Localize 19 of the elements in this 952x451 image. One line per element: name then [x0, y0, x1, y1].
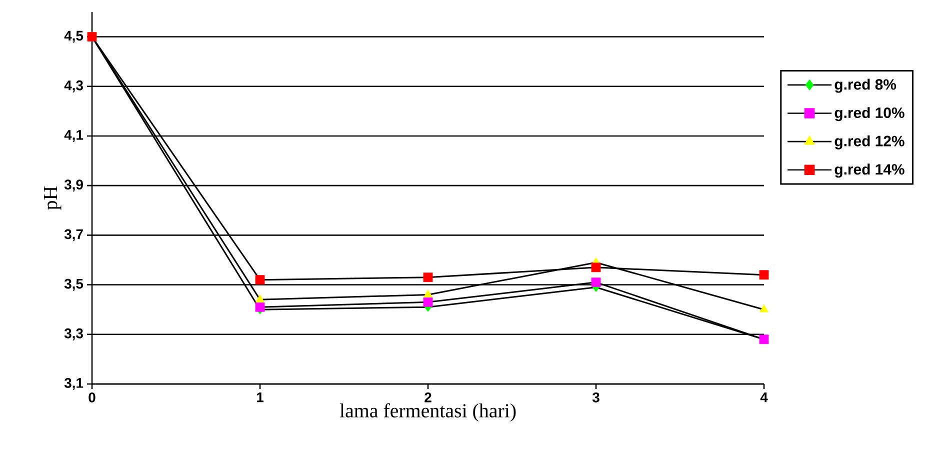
y-tick-label: 4,5: [64, 30, 84, 43]
legend-label: g.red 8%: [834, 78, 896, 93]
y-tick-label: 3,9: [64, 180, 83, 192]
y-tick-label: 4,3: [64, 80, 83, 92]
y-tick-label: 3,1: [64, 378, 84, 390]
x-tick-label: 1: [257, 392, 264, 402]
y-tick-label: 3,3: [64, 328, 83, 340]
x-tick-label: 2: [424, 392, 432, 402]
y-tick-label: 3,5: [64, 278, 84, 291]
legend-label: g.red 14%: [834, 164, 904, 178]
x-tick-label: 4: [760, 392, 768, 402]
x-tick-label: 3: [592, 392, 600, 402]
x-tick-label: 0: [88, 392, 96, 402]
legend-label: g.red 12%: [834, 135, 904, 150]
y-axis-title: pH: [44, 186, 62, 210]
legend-label: g.red 10%: [834, 107, 904, 122]
y-tick-label: 4,1: [64, 130, 84, 142]
x-axis-title: lama fermentasi (hari): [340, 403, 516, 422]
y-tick-label: 3,7: [64, 229, 83, 242]
